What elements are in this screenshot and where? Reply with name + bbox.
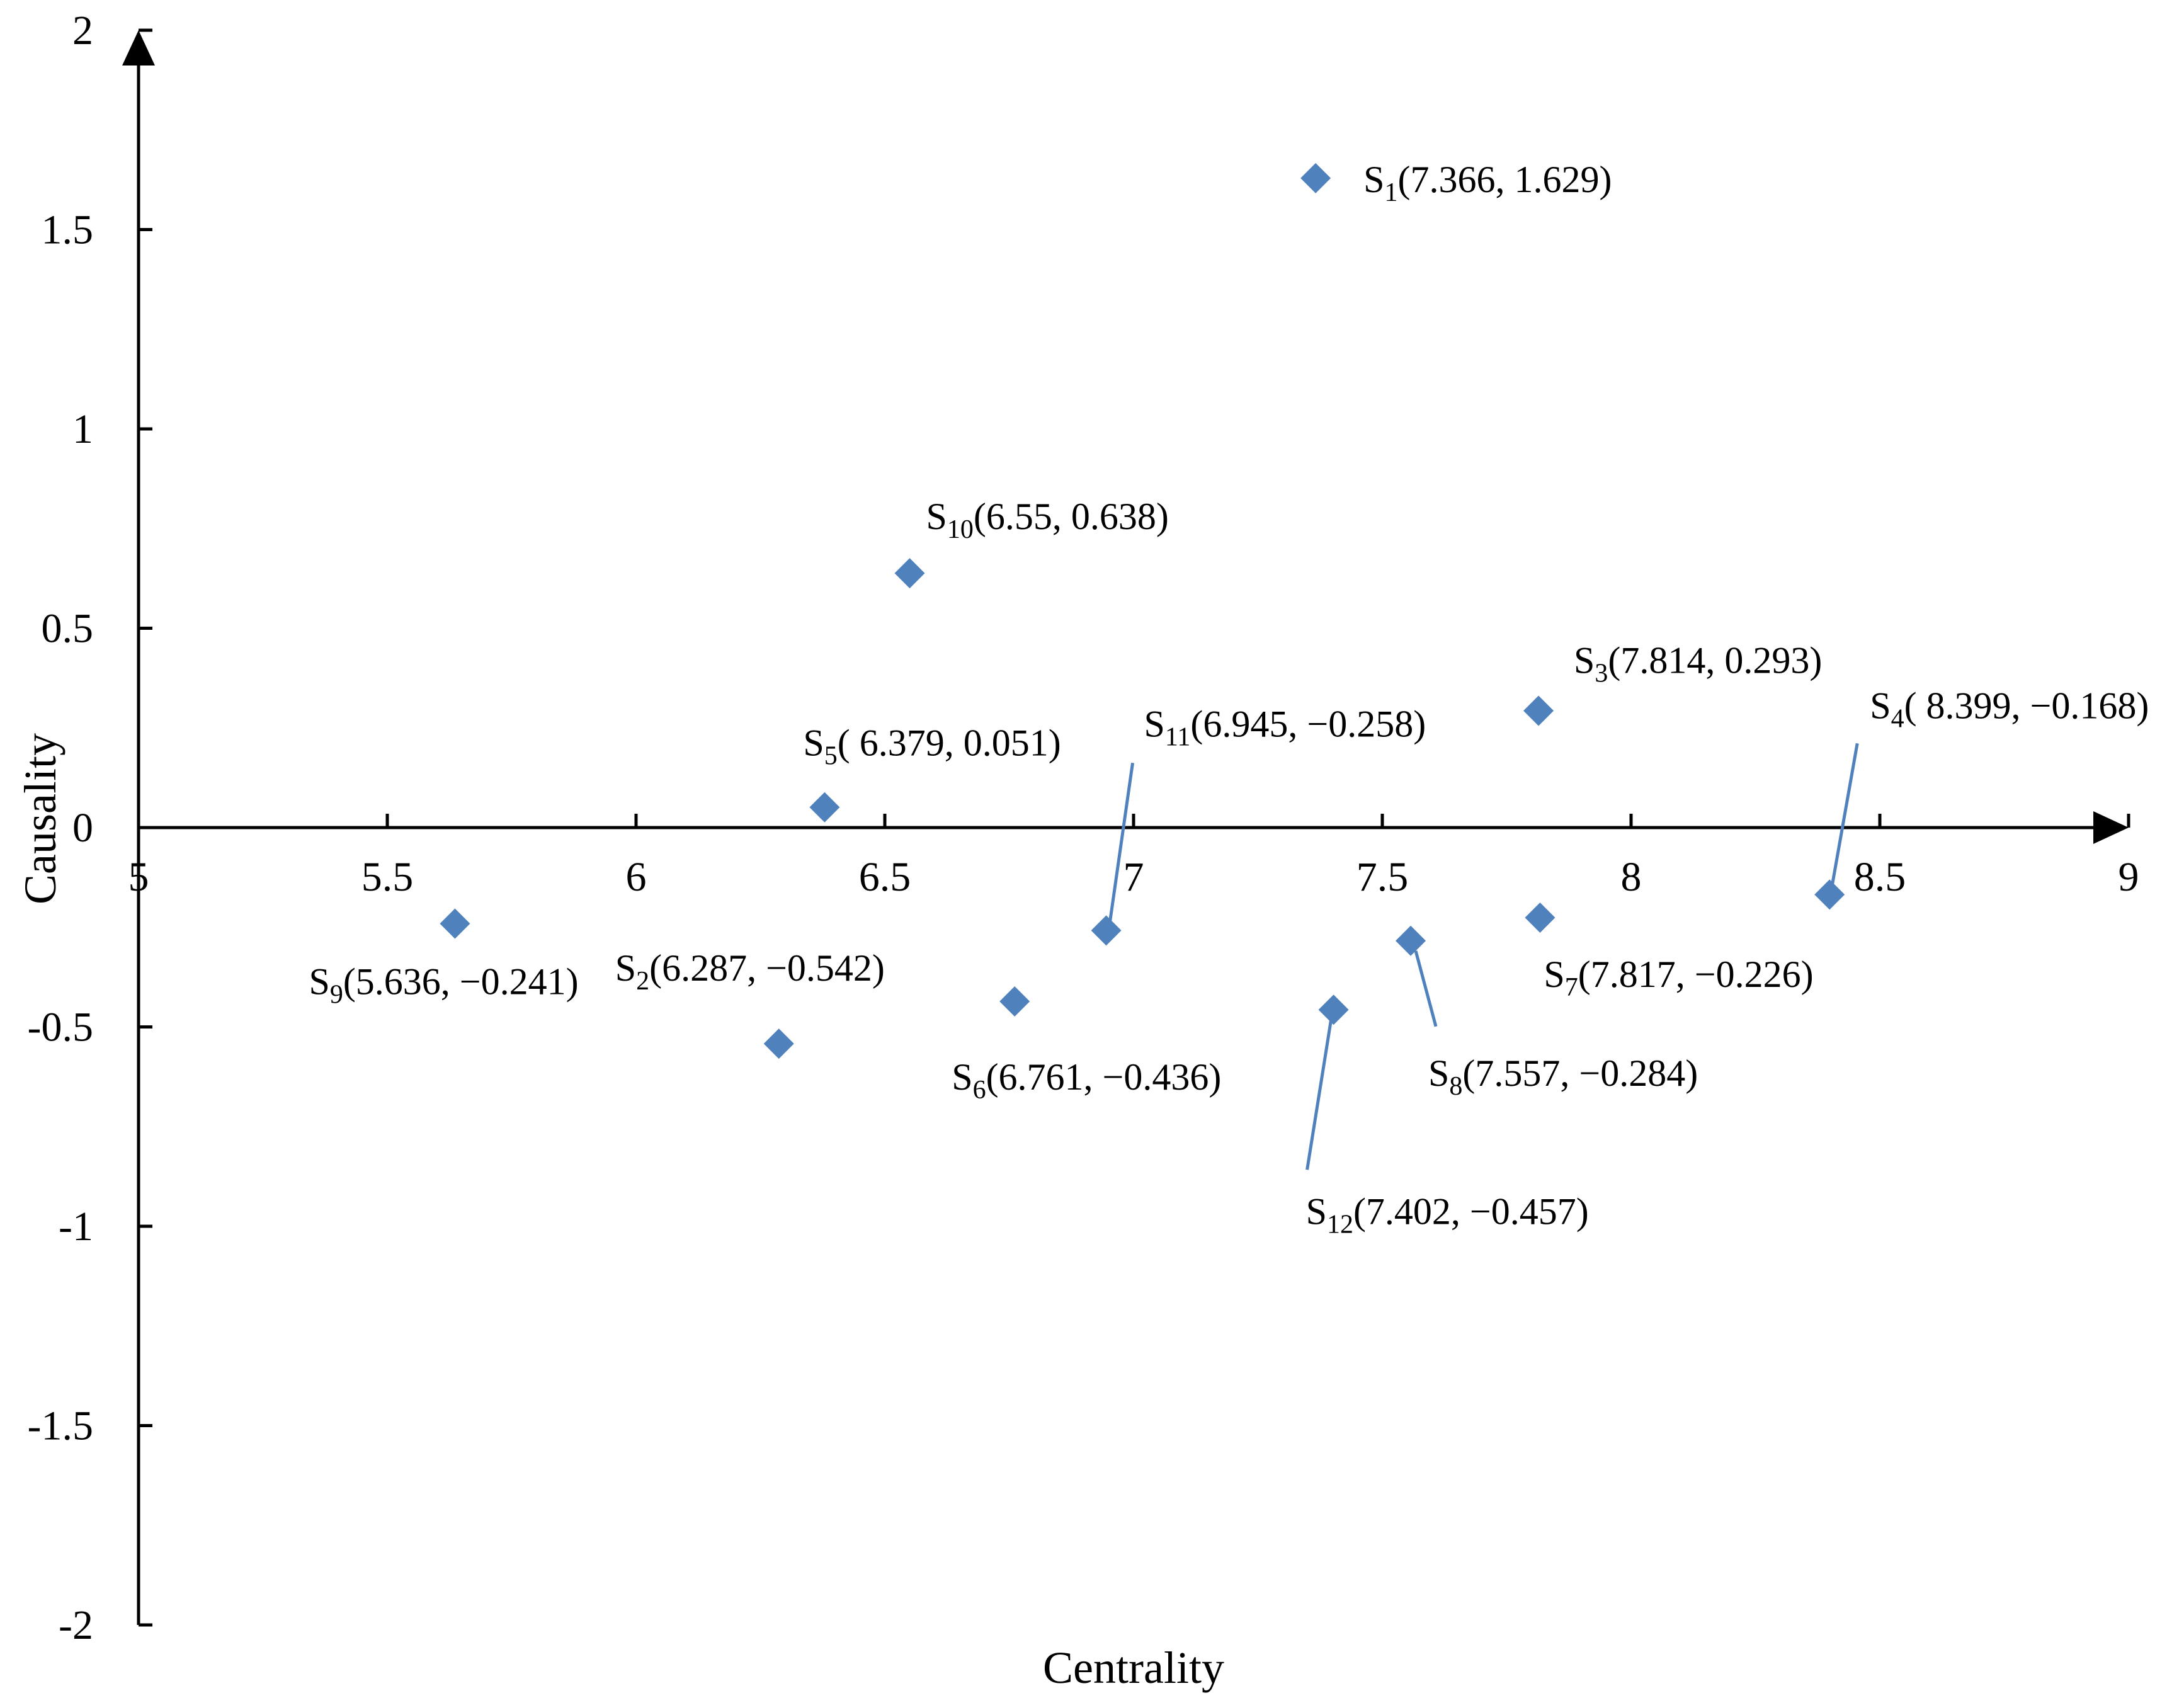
y-tick-label: -0.5 (28, 1005, 93, 1051)
data-point-s12 (1318, 994, 1349, 1025)
x-tick-label: 8.5 (1854, 854, 1906, 900)
point-label-s8: S8(7.557, −0.284) (1428, 1052, 1698, 1101)
y-tick-label: -2 (59, 1602, 93, 1648)
y-axis-title: Causality (15, 733, 65, 904)
x-axis-title: Centrality (1043, 1643, 1224, 1693)
data-point-s3 (1523, 695, 1554, 726)
leader-line-s4 (1830, 743, 1859, 886)
point-label-s6: S6(6.761, −0.436) (952, 1056, 1221, 1105)
y-tick-label: 2 (72, 8, 93, 54)
leader-lines (1108, 743, 1859, 1170)
point-label-s1: S1(7.366, 1.629) (1363, 159, 1612, 207)
y-tick-label: 0 (72, 805, 93, 851)
leader-line-s11 (1108, 762, 1135, 922)
x-tick-label: 9 (2119, 854, 2139, 900)
y-tick-label: 1.5 (42, 207, 94, 253)
data-point-s11 (1091, 915, 1122, 946)
x-tick-label: 6 (626, 854, 647, 900)
x-tick-label: 8 (1621, 854, 1642, 900)
data-point-s1 (1300, 162, 1331, 193)
y-tick-label: 0.5 (42, 606, 94, 652)
data-points (440, 162, 1845, 1059)
point-labels: S1(7.366, 1.629) S2(6.287, −0.542) S3(7.81… (309, 159, 2149, 1239)
point-label-s9: S9(5.636, −0.241) (309, 961, 578, 1010)
point-label-s12: S12(7.402, −0.457) (1306, 1190, 1589, 1239)
data-point-s5 (809, 792, 840, 823)
x-axis-arrow (2093, 811, 2129, 844)
axes (122, 30, 2129, 1625)
y-tick-label: -1 (59, 1204, 93, 1250)
data-point-s9 (440, 908, 470, 939)
data-point-s7 (1525, 903, 1556, 933)
data-point-s8 (1396, 925, 1426, 956)
leader-line-s8 (1414, 950, 1438, 1027)
y-tick-label: 1 (72, 406, 93, 452)
point-label-s11: S11(6.945, −0.258) (1144, 703, 1426, 751)
data-point-s4 (1814, 879, 1845, 910)
leader-line-s12 (1305, 1019, 1333, 1170)
data-point-s2 (763, 1028, 794, 1059)
x-tick-label: 6.5 (859, 854, 911, 900)
y-axis-arrow (122, 30, 155, 66)
point-label-s5: S5( 6.379, 0.051) (803, 722, 1061, 771)
x-tick-label: 5.5 (361, 854, 414, 900)
point-label-s3: S3(7.814, 0.293) (1574, 640, 1822, 688)
point-label-s7: S7(7.817, −0.226) (1544, 954, 1813, 1002)
x-tick-label: 5 (128, 854, 149, 900)
data-point-s10 (894, 558, 925, 589)
y-tick-label: -1.5 (28, 1403, 93, 1449)
point-label-s10: S10(6.55, 0.638) (926, 496, 1169, 544)
point-label-s2: S2(6.287, −0.542) (615, 947, 885, 996)
x-tick-label: 7.5 (1356, 854, 1409, 900)
data-point-s6 (999, 986, 1030, 1017)
x-tick-label: 7 (1123, 854, 1144, 900)
point-label-s4: S4( 8.399, −0.168) (1870, 685, 2149, 733)
axis-ticks: 2 1.5 1 0.5 0 -0.5 -1 -1.5 -2 5 5.5 6 6.5 7 7.5 8 8.5 9 (28, 8, 2139, 1648)
